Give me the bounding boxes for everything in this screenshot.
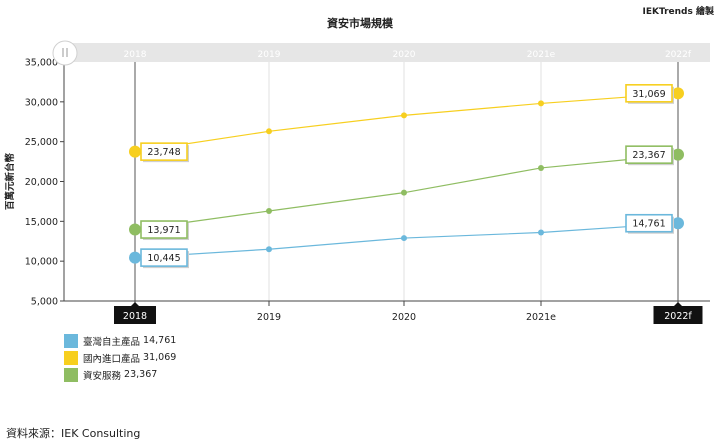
navigator-label: 2020 <box>393 50 416 60</box>
navigator-label: 2021e <box>527 50 556 60</box>
legend-label: 臺灣自主產品 <box>83 336 141 348</box>
y-tick-label: 5,000 <box>31 297 58 308</box>
data-label-box <box>140 220 188 239</box>
data-point[interactable] <box>129 145 141 158</box>
data-point[interactable] <box>129 251 141 264</box>
data-point[interactable] <box>672 148 684 161</box>
legend-item[interactable]: 臺灣自主產品 14,761 <box>64 332 176 349</box>
y-tick-label: 10,000 <box>25 257 58 268</box>
data-point[interactable] <box>401 112 407 119</box>
y-tick-label: 20,000 <box>25 177 58 188</box>
navigator-label: 2019 <box>258 50 281 60</box>
y-tick-label: 30,000 <box>25 97 58 108</box>
data-point[interactable] <box>538 164 544 171</box>
data-point[interactable] <box>401 189 407 196</box>
data-label-box <box>625 145 673 164</box>
legend-swatch <box>64 333 78 348</box>
range-navigator[interactable] <box>64 43 710 62</box>
y-axis-label: 百萬元新台幣 <box>4 153 16 211</box>
pause-bars-icon[interactable] <box>52 40 78 66</box>
data-label: 10,445 <box>147 253 180 264</box>
legend-value: 14,761 <box>143 335 177 346</box>
legend-value: 31,069 <box>143 352 177 363</box>
data-label-box <box>140 248 188 267</box>
navigator-label: 2022f <box>665 50 692 60</box>
x-highlight-pointer <box>131 302 139 306</box>
data-label-box <box>625 84 673 103</box>
data-point[interactable] <box>401 235 407 242</box>
data-label: 23,748 <box>147 147 180 158</box>
data-label: 14,761 <box>632 219 665 230</box>
data-label-box <box>625 213 673 233</box>
legend-item[interactable]: 資安服務 23,367 <box>64 366 176 383</box>
x-tick-label: 2021e <box>526 312 556 323</box>
x-highlight-badge <box>114 306 156 324</box>
legend-label: 國內進口產品 <box>83 353 141 365</box>
y-tick-label: 15,000 <box>25 217 58 228</box>
x-highlight-badge <box>653 306 703 324</box>
chart-title: 資安市場規模 <box>327 17 393 30</box>
x-tick-label: 2018 <box>123 311 147 322</box>
data-point[interactable] <box>266 246 272 253</box>
data-point[interactable] <box>266 207 272 214</box>
data-label-box <box>140 142 188 161</box>
legend-label: 資安服務 <box>83 370 122 382</box>
y-tick-label: 25,000 <box>25 137 58 148</box>
data-label: 23,367 <box>632 150 665 161</box>
credit-text: IEKTrends 繪製 <box>642 7 714 17</box>
legend-swatch <box>64 350 78 365</box>
x-tick-label: 2019 <box>257 312 281 323</box>
x-tick-label: 2022f <box>664 311 692 322</box>
data-point[interactable] <box>266 128 272 135</box>
x-tick-label: 2020 <box>392 312 416 323</box>
navigator-label: 2018 <box>124 50 147 60</box>
data-label: 31,069 <box>632 89 665 100</box>
data-point[interactable] <box>129 223 141 236</box>
legend-item[interactable]: 國內進口產品 31,069 <box>64 349 176 366</box>
data-label: 13,971 <box>147 225 180 236</box>
legend: 臺灣自主產品 14,761 國內進口產品 31,069 資安服務 23,367 <box>64 332 176 383</box>
x-highlight-pointer <box>674 302 682 306</box>
legend-value: 23,367 <box>124 369 158 380</box>
series-line[interactable] <box>134 92 679 153</box>
data-point[interactable] <box>672 217 684 230</box>
data-point[interactable] <box>672 87 684 100</box>
data-point[interactable] <box>538 100 544 107</box>
legend-swatch <box>64 367 78 382</box>
data-point[interactable] <box>538 229 544 236</box>
y-tick-label: 35,000 <box>25 58 58 69</box>
series-line[interactable] <box>134 222 679 259</box>
source-note: 資料來源：IEK Consulting <box>6 427 141 440</box>
